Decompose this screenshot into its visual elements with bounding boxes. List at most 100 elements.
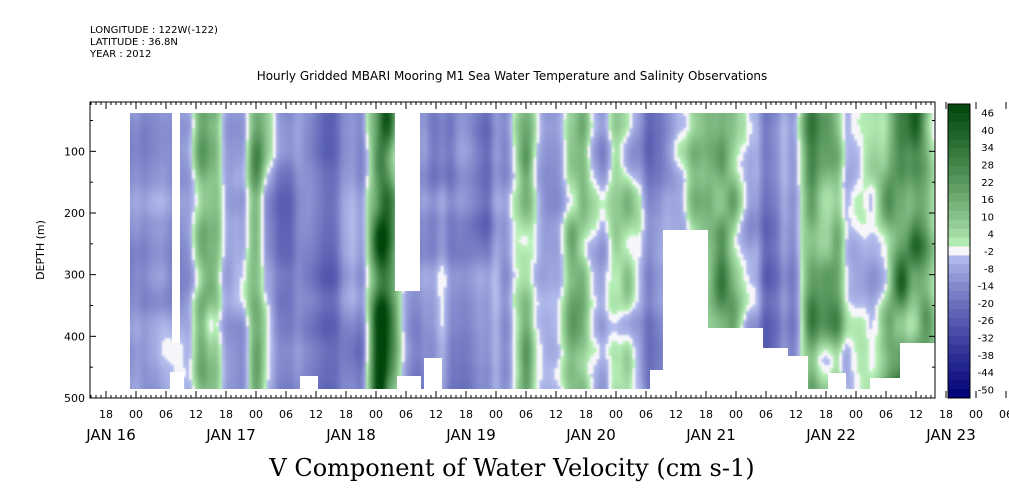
no-data-region <box>300 376 318 389</box>
x-hour-label: 18 <box>819 408 833 421</box>
colorbar-tick-label: -32 <box>978 333 994 344</box>
x-day-label: JAN 18 <box>325 426 376 444</box>
no-data-region <box>90 113 130 389</box>
colorbar-segment <box>948 202 970 212</box>
colorbar-tick-label: -14 <box>978 282 994 293</box>
x-hour-label: 12 <box>189 408 203 421</box>
colorbar-segment <box>948 130 970 141</box>
no-data-region <box>763 348 788 389</box>
colorbar-segment <box>948 308 970 319</box>
colorbar-tick-label: -26 <box>978 316 994 327</box>
colorbar-segment <box>948 353 970 363</box>
colorbar: 46 40 34 28 22 16 10 4 -2 -8 -14 -20 -26 -32 -38 -44 -50 <box>947 103 994 399</box>
no-data-region <box>788 356 808 389</box>
colorbar-tick-label: 34 <box>981 143 994 154</box>
x-hour-label: 00 <box>729 408 743 421</box>
x-hour-label: 18 <box>99 408 113 421</box>
colorbar-tick-label: 28 <box>981 161 994 172</box>
chart-caption: V Component of Water Velocity (cm s-1) <box>268 454 754 482</box>
colorbar-tick-label: 22 <box>981 178 994 189</box>
colorbar-segment <box>948 300 970 310</box>
colorbar-segment <box>948 317 970 328</box>
colorbar-tick-label: -20 <box>978 299 994 310</box>
no-data-region <box>900 343 935 389</box>
no-data-region <box>90 389 935 398</box>
year-label: YEAR : 2012 <box>90 49 152 60</box>
x-hour-label: 00 <box>249 408 263 421</box>
colorbar-segment <box>948 273 970 283</box>
y-tick-label: 300 <box>64 269 85 282</box>
colorbar-tick-label: -44 <box>978 368 994 379</box>
x-day-label: JAN 16 <box>85 426 136 444</box>
x-hour-label: 06 <box>639 408 653 421</box>
x-hour-label: 18 <box>339 408 353 421</box>
x-hour-label: 06 <box>879 408 893 421</box>
x-hour-label: 00 <box>129 408 143 421</box>
x-hour-label: 12 <box>549 408 563 421</box>
colorbar-tick-label: -2 <box>984 247 994 258</box>
y-axis-label: DEPTH (m) <box>34 220 47 280</box>
colorbar-tick-label: -50 <box>978 385 994 396</box>
x-hour-label: 06 <box>999 408 1009 421</box>
longitude-label: LONGITUDE : 122W(-122) <box>90 25 218 36</box>
colorbar-segment <box>948 193 970 203</box>
colorbar-segment <box>948 175 970 185</box>
no-data-region <box>708 328 763 389</box>
no-data-region <box>172 113 180 343</box>
colorbar-segment <box>948 104 970 114</box>
no-data-region <box>870 378 900 389</box>
colorbar-segment <box>948 371 970 381</box>
x-hour-label: 18 <box>459 408 473 421</box>
colorbar-segment <box>948 139 970 149</box>
colorbar-tick-label: 4 <box>988 230 994 241</box>
x-day-label: JAN 23 <box>925 426 976 444</box>
colorbar-tick-label: -8 <box>984 264 994 275</box>
colorbar-segment <box>948 282 970 292</box>
x-hour-label: 12 <box>309 408 323 421</box>
y-tick-label: 400 <box>64 330 85 343</box>
x-day-label: JAN 17 <box>205 426 256 444</box>
plot-field <box>90 113 935 398</box>
x-hour-label: 00 <box>489 408 503 421</box>
colorbar-segment <box>948 246 970 256</box>
chart-title: Hourly Gridded MBARI Mooring M1 Sea Wate… <box>257 69 768 83</box>
colorbar-segment <box>948 389 970 399</box>
x-hour-label: 06 <box>399 408 413 421</box>
colorbar-segment <box>948 210 970 221</box>
colorbar-segment <box>948 237 970 247</box>
y-tick-label: 200 <box>64 207 85 220</box>
no-data-region <box>170 372 184 389</box>
x-hour-label: 18 <box>579 408 593 421</box>
velocity-field-image <box>90 113 935 389</box>
x-hour-label: 06 <box>759 408 773 421</box>
colorbar-frame <box>947 103 971 399</box>
colorbar-segment <box>948 184 970 194</box>
colorbar-tick-label: -38 <box>978 351 994 362</box>
no-data-region <box>395 113 420 291</box>
x-day-label: JAN 22 <box>805 426 856 444</box>
x-day-label: JAN 21 <box>685 426 736 444</box>
x-day-label: JAN 19 <box>445 426 496 444</box>
x-hour-label: 00 <box>609 408 623 421</box>
colorbar-tick-label: 16 <box>981 195 994 206</box>
x-hour-label: 06 <box>279 408 293 421</box>
colorbar-segment <box>948 228 970 239</box>
colorbar-segment <box>948 148 970 158</box>
x-hour-label: 00 <box>849 408 863 421</box>
x-hour-label: 12 <box>789 408 803 421</box>
colorbar-tick-label: 46 <box>981 109 994 120</box>
colorbar-segment <box>948 255 970 265</box>
colorbar-segment <box>948 380 970 390</box>
colorbar-segment <box>948 291 970 301</box>
x-hour-label: 06 <box>159 408 173 421</box>
colorbar-segment <box>948 112 970 123</box>
colorbar-segment <box>948 362 970 372</box>
colorbar-segment <box>948 121 970 132</box>
x-hour-label: 12 <box>429 408 443 421</box>
y-tick-label: 100 <box>64 145 85 158</box>
x-hour-label: 06 <box>519 408 533 421</box>
colorbar-segment <box>948 264 970 274</box>
colorbar-segment <box>948 157 970 167</box>
